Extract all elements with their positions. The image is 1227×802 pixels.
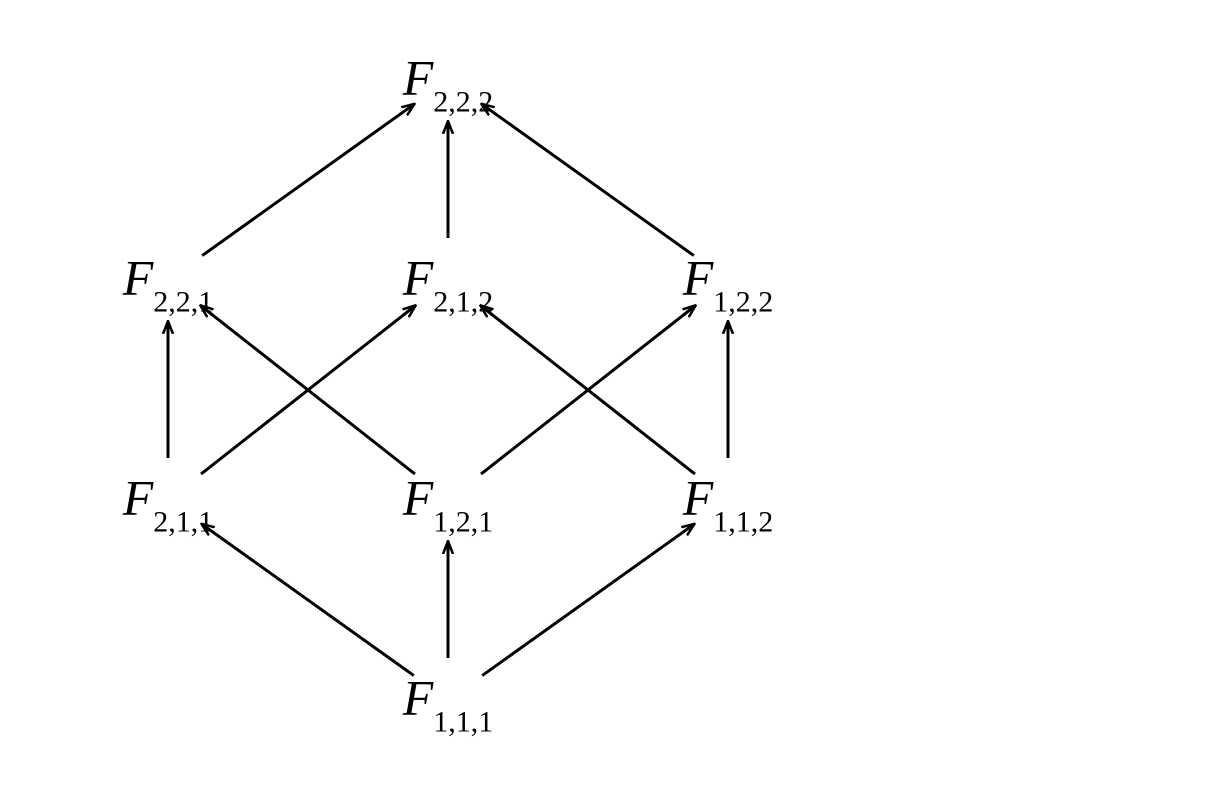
node-n221: F2,2,1 [123,248,214,311]
edge-n111-n112 [482,524,694,675]
hasse-diagram: F2,2,2F2,2,1F2,1,2F1,2,2F2,1,1F1,2,1F1,1… [0,0,1227,802]
node-subscript: 1,1,2 [713,506,773,539]
node-subscript: 2,2,1 [153,286,213,319]
node-n222: F2,2,2 [403,48,494,111]
node-subscript: 1,1,1 [433,706,493,739]
node-n112: F1,1,2 [683,468,774,531]
node-symbol: F [403,49,434,105]
node-subscript: 2,1,2 [433,286,493,319]
edge-n122-n222 [482,104,694,255]
node-n212: F2,1,2 [403,248,494,311]
edge-n112-n212 [481,306,695,474]
edge-n221-n222 [202,104,414,255]
node-symbol: F [403,669,434,725]
node-n111: F1,1,1 [403,668,494,731]
node-subscript: 2,2,2 [433,86,493,119]
node-symbol: F [123,249,154,305]
node-subscript: 1,2,1 [433,506,493,539]
edge-n121-n122 [481,306,695,474]
node-n121: F1,2,1 [403,468,494,531]
node-n211: F2,1,1 [123,468,214,531]
node-subscript: 1,2,2 [713,286,773,319]
node-n122: F1,2,2 [683,248,774,311]
node-symbol: F [403,469,434,525]
node-symbol: F [683,469,714,525]
node-symbol: F [403,249,434,305]
node-symbol: F [123,469,154,525]
arrows-layer [0,0,1227,802]
edge-n111-n211 [202,524,414,675]
edge-n121-n221 [201,306,415,474]
edge-n211-n212 [201,306,415,474]
node-subscript: 2,1,1 [153,506,213,539]
node-symbol: F [683,249,714,305]
